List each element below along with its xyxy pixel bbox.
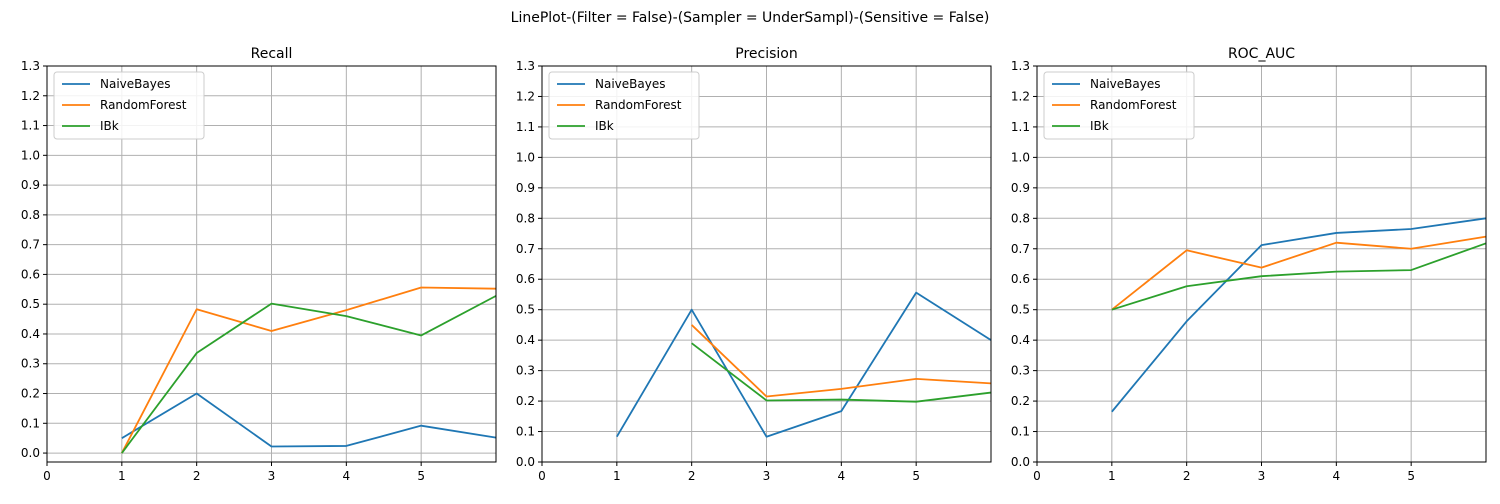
series-line-randomforest [121, 286, 497, 454]
x-tick-label: 4 [1333, 469, 1341, 483]
x-tick-label: 2 [1183, 469, 1191, 483]
series-line-ibk [121, 295, 497, 454]
legend-label-naivebayes: NaiveBayes [100, 77, 170, 91]
series-line-ibk [1111, 242, 1487, 311]
x-tick-label: 3 [763, 469, 771, 483]
y-tick-label: 0.1 [21, 416, 40, 430]
y-tick-label: 0.0 [21, 446, 40, 460]
y-tick-label: 1.2 [516, 89, 535, 103]
y-tick-label: 1.2 [21, 89, 40, 103]
y-tick-label: 1.3 [21, 59, 40, 73]
subplot-title: Precision [735, 46, 797, 62]
x-tick-label: 5 [912, 469, 920, 483]
y-tick-label: 0.9 [1011, 181, 1030, 195]
y-tick-label: 1.1 [1011, 120, 1030, 134]
subplot-title: ROC_AUC [1228, 46, 1295, 62]
x-tick-label: 1 [118, 469, 126, 483]
y-tick-label: 0.5 [21, 297, 40, 311]
x-tick-label: 4 [343, 469, 351, 483]
x-tick-label: 5 [1407, 469, 1415, 483]
y-tick-label: 0.4 [21, 327, 40, 341]
figure-title: LinePlot-(Filter = False)-(Sampler = Und… [511, 10, 990, 26]
subplot-roc-auc: 0 1 2 3 4 5 0.0 0.1 0.2 0.3 0.4 0.5 0.6 0.7 0.8 0.9 1.0 1… [1011, 46, 1487, 483]
y-tick-label: 0.7 [516, 242, 535, 256]
y-tick-label: 0.0 [516, 455, 535, 469]
legend-box [1043, 71, 1195, 140]
y-tick-label: 1.1 [516, 120, 535, 134]
subplot-title: Recall [251, 46, 293, 62]
y-tick-label: 0.6 [516, 272, 535, 286]
y-tick-label: 1.0 [21, 148, 40, 162]
y-tick-label: 0.5 [1011, 303, 1030, 317]
y-tick-label: 0.4 [516, 333, 535, 347]
subplot-precision: 0 1 2 3 4 5 0.0 0.1 0.2 0.3 0.4 0.5 0.6 0.7 0.8 0.9 1.0 1… [516, 46, 992, 483]
series-line-naivebayes [616, 291, 992, 438]
x-tick-label: 3 [268, 469, 276, 483]
x-tick-label: 2 [688, 469, 696, 483]
series-line-ibk [691, 342, 992, 403]
y-tick-label: 0.6 [21, 267, 40, 281]
x-tick-label: 0 [1033, 469, 1041, 483]
y-tick-label: 0.8 [21, 208, 40, 222]
legend-box [53, 71, 205, 140]
legend-label-ibk: IBk [595, 119, 614, 133]
y-tick-label: 0.6 [1011, 272, 1030, 286]
y-tick-label: 0.3 [21, 357, 40, 371]
y-tick-label: 0.0 [1011, 455, 1030, 469]
legend-label-naivebayes: NaiveBayes [595, 77, 665, 91]
y-tick-label: 0.2 [516, 394, 535, 408]
y-tick-label: 0.7 [1011, 242, 1030, 256]
y-tick-label: 0.2 [21, 387, 40, 401]
y-tick-label: 0.2 [1011, 394, 1030, 408]
y-tick-label: 0.8 [1011, 211, 1030, 225]
x-tick-label: 2 [193, 469, 201, 483]
legend-label-naivebayes: NaiveBayes [1090, 77, 1160, 91]
series-line-naivebayes [121, 392, 497, 448]
subplot-recall: 0 1 2 3 4 5 0.0 0.1 0.2 0.3 0.4 0.5 0.6 0.7 0.8 0.9 1.0 1… [21, 46, 497, 483]
x-tick-label: 1 [613, 469, 621, 483]
y-tick-label: 0.7 [21, 238, 40, 252]
legend-label-ibk: IBk [1090, 119, 1109, 133]
x-tick-label: 5 [417, 469, 425, 483]
y-tick-label: 1.1 [21, 119, 40, 133]
y-tick-label: 1.3 [1011, 59, 1030, 73]
y-tick-label: 0.5 [516, 303, 535, 317]
x-tick-label: 3 [1258, 469, 1266, 483]
y-tick-label: 0.3 [516, 364, 535, 378]
y-tick-label: 1.0 [516, 150, 535, 164]
legend: NaiveBayes RandomForest IBk [1043, 71, 1195, 140]
legend-label-randomforest: RandomForest [100, 98, 187, 112]
legend: NaiveBayes RandomForest IBk [53, 71, 205, 140]
legend-label-randomforest: RandomForest [1090, 98, 1177, 112]
x-tick-label: 0 [43, 469, 51, 483]
series-line-randomforest [1111, 235, 1487, 311]
legend-label-ibk: IBk [100, 119, 119, 133]
y-tick-label: 1.0 [1011, 150, 1030, 164]
legend-box [548, 71, 700, 140]
x-tick-label: 0 [538, 469, 546, 483]
y-tick-label: 1.2 [1011, 89, 1030, 103]
series-line-randomforest [691, 324, 992, 398]
series-line-naivebayes [1111, 217, 1487, 413]
x-tick-label: 1 [1108, 469, 1116, 483]
y-tick-label: 0.9 [516, 181, 535, 195]
legend-label-randomforest: RandomForest [595, 98, 682, 112]
y-tick-label: 1.3 [516, 59, 535, 73]
y-tick-label: 0.8 [516, 211, 535, 225]
y-tick-label: 0.4 [1011, 333, 1030, 347]
y-tick-label: 0.1 [516, 425, 535, 439]
legend: NaiveBayes RandomForest IBk [548, 71, 700, 140]
y-tick-label: 0.3 [1011, 364, 1030, 378]
y-tick-label: 0.9 [21, 178, 40, 192]
x-tick-label: 4 [838, 469, 846, 483]
y-tick-label: 0.1 [1011, 425, 1030, 439]
